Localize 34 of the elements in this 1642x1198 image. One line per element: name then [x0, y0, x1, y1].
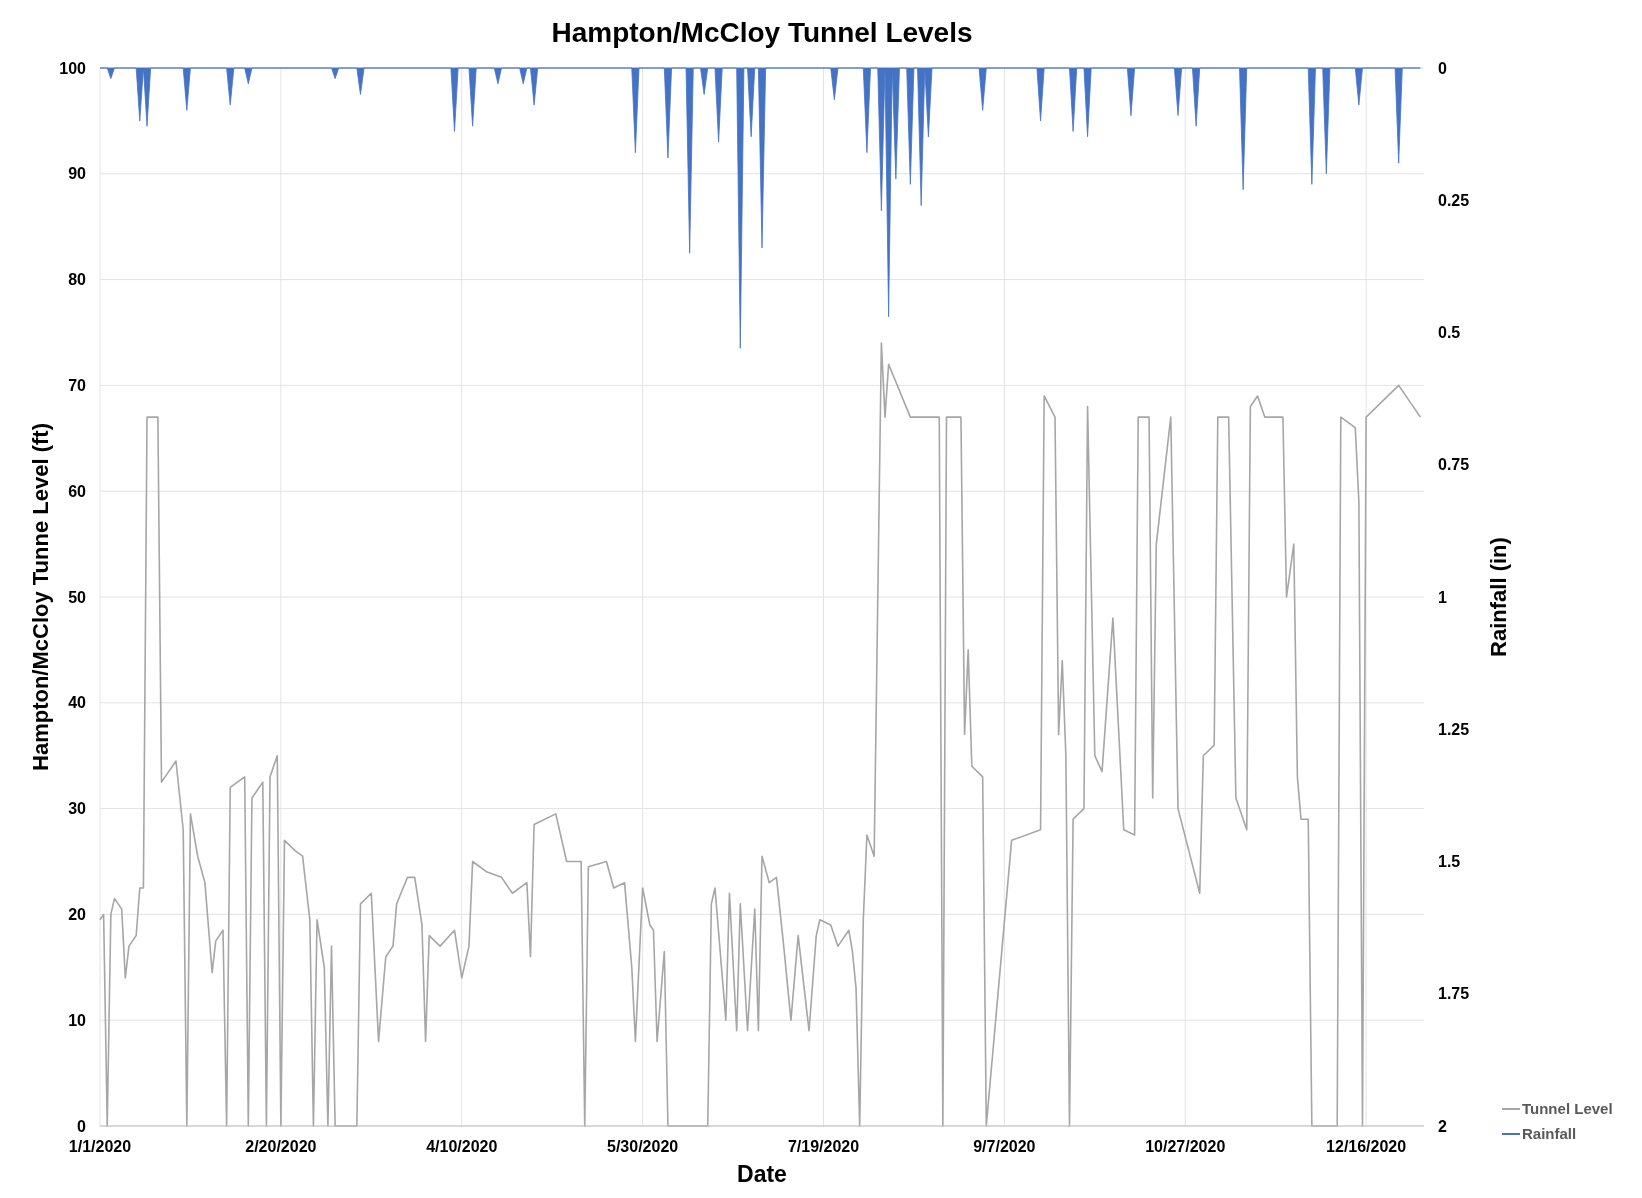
- x-tick-label: 10/27/2020: [1145, 1138, 1226, 1155]
- legend-label: Rainfall: [1522, 1125, 1577, 1143]
- y-tick-label: 60: [68, 482, 87, 500]
- x-tick-label: 1/1/2020: [68, 1138, 132, 1155]
- legend-label: Tunnel Level: [1522, 1100, 1613, 1118]
- x-tick-label: 12/16/2020: [1326, 1138, 1407, 1155]
- y-tick-label: 30: [68, 800, 87, 818]
- y2-tick-label: 0.75: [1438, 456, 1470, 474]
- y2-tick-label: 1: [1438, 588, 1447, 606]
- x-tick-label: 2/20/2020: [245, 1138, 317, 1155]
- x-tick-label: 5/30/2020: [607, 1138, 679, 1155]
- y2-tick-label: 1.25: [1438, 720, 1470, 738]
- x-axis-title: Date: [737, 1161, 787, 1187]
- y2-tick-label: 0.25: [1438, 191, 1470, 209]
- y2-tick-label: 1.75: [1438, 985, 1470, 1003]
- x-tick-label: 7/19/2020: [787, 1138, 860, 1155]
- y-tick-label: 100: [59, 59, 87, 77]
- y2-axis-title: Rainfall (in): [1486, 537, 1511, 657]
- x-tick-label: 9/7/2020: [973, 1138, 1036, 1155]
- y-tick-label: 90: [68, 165, 87, 183]
- y-axis-title: Hampton/McCloy Tunne Level (ft): [28, 423, 53, 771]
- y2-tick-label: 0.5: [1438, 324, 1461, 342]
- y-tick-label: 70: [68, 377, 87, 394]
- y-tick-label: 20: [68, 906, 87, 923]
- y2-tick-label: 0: [1438, 59, 1447, 77]
- y-tick-label: 80: [68, 271, 87, 289]
- y2-tick-label: 1.5: [1438, 853, 1461, 871]
- y-tick-label: 10: [68, 1011, 87, 1029]
- y-tick-label: 40: [68, 694, 87, 712]
- y2-tick-label: 2: [1438, 1117, 1447, 1135]
- y-tick-label: 0: [77, 1117, 87, 1135]
- chart-title: Hampton/McCloy Tunnel Levels: [551, 17, 973, 48]
- y-tick-label: 50: [68, 588, 87, 606]
- x-tick-label: 4/10/2020: [426, 1138, 498, 1155]
